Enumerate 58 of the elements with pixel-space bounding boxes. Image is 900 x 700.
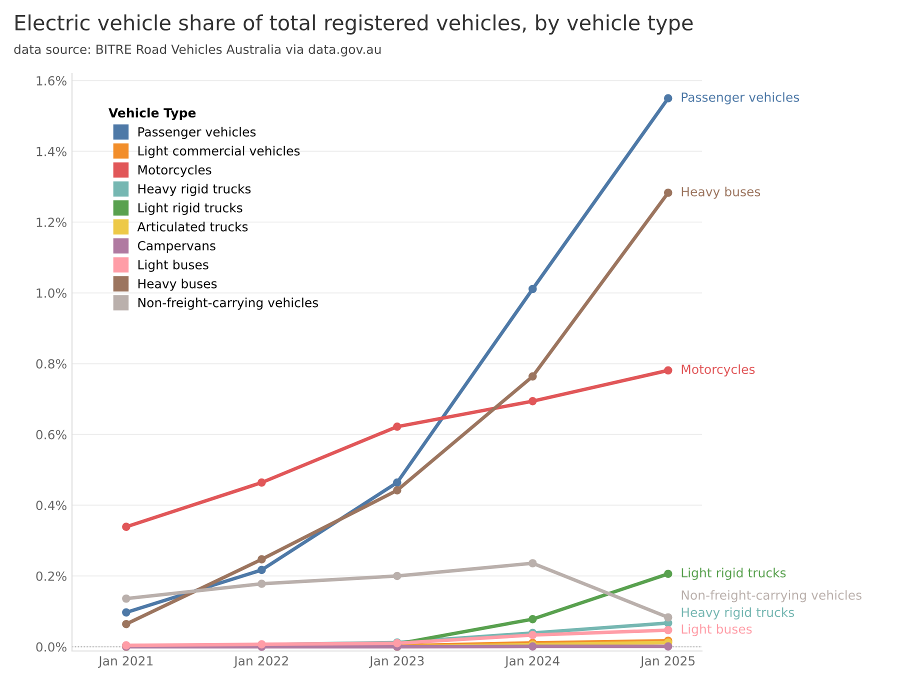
x-tick-label: Jan 2024 [504,656,560,668]
point [258,478,266,487]
y-tick-label: 1.0% [36,288,66,298]
point [664,366,672,375]
point [664,188,672,197]
legend-title: Vehicle Type [108,108,196,120]
x-tick-label: Jan 2025 [640,656,695,668]
point [664,94,672,102]
point [392,422,402,431]
point [664,613,672,622]
point [664,626,672,634]
point [664,642,672,651]
y-tick-label: 0.6% [36,430,66,440]
point [664,570,672,578]
legend-label: Heavy buses [138,278,217,291]
legend-label: Light buses [138,260,208,272]
point [122,608,130,617]
y-tick-label: 1.6% [36,76,66,86]
legend-label: Campervans [138,240,216,253]
y-tick-label: 0.2% [36,571,66,581]
point [258,580,266,588]
legend-label: Motorcycles [138,164,212,177]
x-tick-label: Jan 2021 [98,656,153,668]
y-tick-label: 1.2% [36,218,66,228]
point [122,522,130,531]
y-tick-label: 1.4% [36,146,66,156]
point [258,566,266,574]
point [528,397,537,406]
legend-label: Light commercial vehicles [138,146,300,158]
point [528,372,537,381]
point [258,555,266,564]
y-tick-label: 0.0% [36,642,66,652]
y-tick-label: 0.8% [36,359,66,369]
chart-subtitle: data source: BITRE Road Vehicles Australia via data.gov.au [14,44,381,56]
annotation: Motorcycles [682,364,755,376]
point [392,478,402,487]
point [528,559,537,568]
point [392,572,402,580]
annotation: Heavy buses [682,186,760,199]
legend-label: Articulated trucks [137,222,248,232]
point [392,486,402,495]
legend-label: Heavy rigid trucks [138,184,251,196]
x-tick-label: Jan 2023 [368,656,424,668]
point [122,594,130,603]
annotation: Non-freight-carrying vehicles [682,590,862,602]
legend-label: Passenger vehicles [138,126,256,140]
annotation: Light rigid trucks [682,568,786,580]
annotation: Light buses [682,624,752,636]
point [528,284,537,294]
annotation: Heavy rigid trucks [682,607,794,620]
x-tick-label: Jan 2022 [234,656,288,668]
annotation: Passenger vehicles [682,92,800,104]
point [528,614,537,624]
legend-label: Non-freight-carrying vehicles [138,298,318,310]
chart-title: Electric vehicle share of total registered vehicles, by vehicle type [16,14,693,35]
y-tick-label: 0.4% [36,500,66,510]
legend-label: Light rigid trucks [138,202,242,215]
point [122,620,130,628]
